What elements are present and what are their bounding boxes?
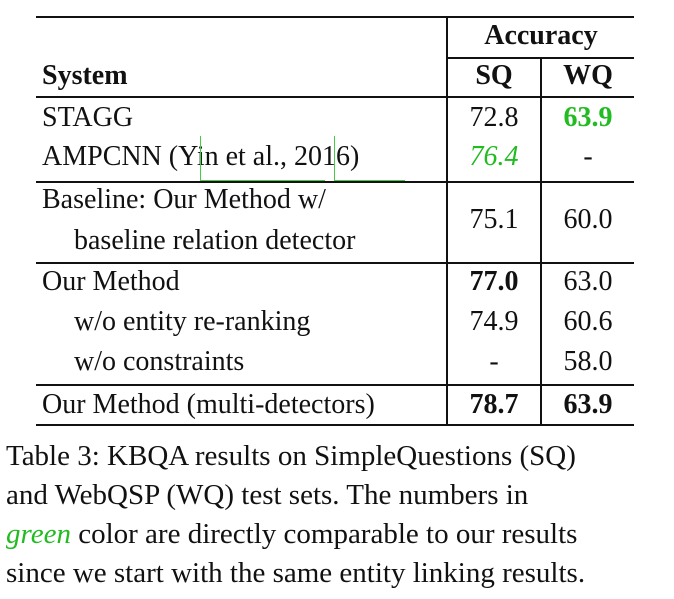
- row-multi-detectors-wq: 63.9: [563, 389, 613, 420]
- row-ampcnn-system: AMPCNN (Yin et al., 2016): [42, 141, 359, 173]
- header-sq: SQ: [475, 60, 513, 91]
- row-baseline-wq: 60.0: [563, 204, 613, 235]
- row-baseline-system-line1: Baseline: Our Method w/: [42, 184, 326, 215]
- header-rule: [36, 96, 634, 98]
- table-bottom-rule: [36, 424, 634, 426]
- row-stagg-sq: 72.8: [469, 102, 519, 133]
- group-rule-1: [36, 181, 634, 183]
- row-ampcnn-sq: 76.4: [469, 141, 519, 172]
- row-baseline-system-line2: baseline relation detector: [74, 225, 356, 256]
- header-system: System: [42, 60, 128, 91]
- table-caption: Table 3: KBQA results on SimpleQuestions…: [6, 437, 662, 593]
- row-multi-detectors-sq: 78.7: [469, 389, 519, 420]
- citation-author-link[interactable]: Yin et al.,: [178, 141, 288, 172]
- caption-line-2: and WebQSP (WQ) test sets. The numbers i…: [6, 479, 529, 511]
- row-stagg-wq: 63.9: [563, 102, 613, 133]
- group-rule-3: [36, 384, 634, 386]
- row-stagg-system: STAGG: [42, 102, 134, 133]
- caption-line-3-rest: color are directly comparable to our res…: [70, 518, 578, 550]
- row-ampcnn-wq: -: [583, 141, 593, 172]
- row-no-rerank-sq: 74.9: [469, 306, 519, 337]
- header-wq: WQ: [563, 60, 613, 91]
- citation-year-link[interactable]: 2016: [294, 141, 351, 172]
- ampcnn-label: AMPCNN (: [42, 141, 179, 172]
- caption-line-3: green color are directly comparable to o…: [6, 515, 662, 554]
- row-our-method-wq: 63.0: [563, 266, 613, 297]
- column-divider-sq-wq: [540, 57, 542, 425]
- row-baseline-sq: 75.1: [469, 204, 519, 235]
- caption-line-4: since we start with the same entity link…: [6, 557, 586, 589]
- row-our-method-system: Our Method: [42, 266, 180, 297]
- table-top-rule: [36, 16, 634, 18]
- caption-line-1: Table 3: KBQA results on SimpleQuestions…: [6, 440, 576, 472]
- row-no-rerank-wq: 60.6: [563, 306, 613, 337]
- row-our-method-sq: 77.0: [469, 266, 519, 297]
- column-divider-system: [446, 16, 448, 425]
- row-no-rerank-system: w/o entity re-ranking: [74, 306, 311, 337]
- row-no-constraints-system: w/o constraints: [74, 346, 245, 377]
- ampcnn-close-paren: ): [350, 141, 360, 172]
- group-rule-2: [36, 262, 634, 264]
- row-multi-detectors-system: Our Method (multi-detectors): [42, 389, 375, 420]
- row-no-constraints-sq: -: [489, 346, 499, 377]
- header-accuracy: Accuracy: [484, 20, 598, 51]
- caption-green-word: green: [6, 518, 71, 550]
- row-no-constraints-wq: 58.0: [563, 346, 613, 377]
